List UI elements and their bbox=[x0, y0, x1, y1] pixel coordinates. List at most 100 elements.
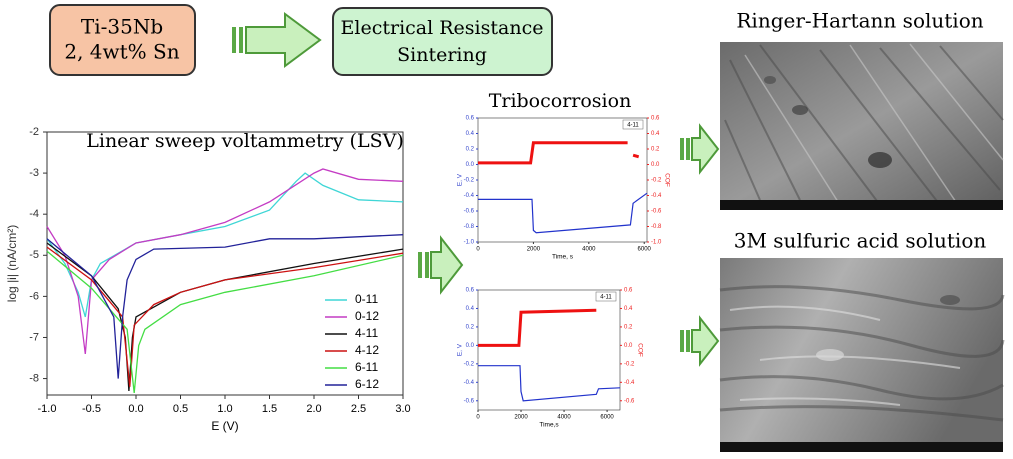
x-tick-label: 2.0 bbox=[306, 403, 321, 415]
legend-label: 4-11 bbox=[355, 326, 378, 340]
y-axis-label: E, V bbox=[457, 343, 464, 356]
y-tick-label: -4 bbox=[29, 208, 39, 220]
x-tick-label: 0.0 bbox=[128, 403, 143, 415]
x-tick-label: 2000 bbox=[514, 415, 528, 421]
y-tick-label: -0.6 bbox=[464, 209, 475, 215]
y2-tick-label: -0.6 bbox=[651, 209, 662, 215]
series-line bbox=[478, 308, 597, 347]
y2-tick-label: -0.6 bbox=[624, 398, 635, 404]
series-line bbox=[46, 234, 404, 379]
x-tick-label: 2000 bbox=[527, 247, 541, 253]
y-tick-label: -0.6 bbox=[464, 398, 475, 404]
y-tick-label: -1.0 bbox=[464, 240, 475, 246]
x-tick-label: 1.5 bbox=[262, 403, 277, 415]
y2-axis-label: COF bbox=[636, 343, 643, 357]
box-text: Sintering bbox=[397, 44, 487, 66]
y2-tick-label: 0.6 bbox=[651, 116, 660, 122]
section-title: Tribocorrosion bbox=[489, 90, 632, 112]
series-line bbox=[478, 141, 640, 165]
y-tick-label: 0.0 bbox=[466, 343, 475, 349]
legend-label: 6-11 bbox=[355, 360, 378, 374]
annotation: 4-11 bbox=[600, 295, 612, 301]
arrow bbox=[680, 123, 720, 175]
x-tick-label: 1.0 bbox=[217, 403, 232, 415]
image-caption: 3M sulfuric acid solution bbox=[734, 229, 987, 253]
y2-tick-label: -0.2 bbox=[624, 361, 635, 367]
series-line bbox=[46, 168, 404, 354]
x-tick-label: 0 bbox=[476, 415, 480, 421]
x-tick-label: 3.0 bbox=[395, 403, 410, 415]
legend-label: 0-12 bbox=[355, 309, 379, 323]
y-tick-label: -0.8 bbox=[464, 224, 475, 230]
y-tick-label: 0.6 bbox=[466, 288, 475, 294]
x-tick-label: 6000 bbox=[638, 247, 652, 253]
y-tick-label: 0.0 bbox=[466, 162, 475, 168]
y-tick-label: 0.4 bbox=[466, 131, 475, 137]
y-tick-label: 0.2 bbox=[466, 325, 475, 331]
sem-image bbox=[720, 42, 1004, 210]
y-tick-label: -0.2 bbox=[464, 178, 475, 184]
y2-tick-label: 0.4 bbox=[624, 306, 633, 312]
series-line bbox=[46, 250, 404, 393]
arrow bbox=[680, 315, 720, 367]
y-tick-label: -0.2 bbox=[464, 361, 475, 367]
plot-frame bbox=[477, 117, 648, 243]
y2-tick-label: 0.6 bbox=[624, 288, 633, 294]
x-axis-label: Time, s bbox=[552, 254, 574, 261]
x-tick-label: 2.5 bbox=[351, 403, 366, 415]
series-line bbox=[46, 172, 404, 318]
box-text: 2, 4wt% Sn bbox=[64, 40, 179, 64]
y2-tick-label: -1.0 bbox=[651, 240, 662, 246]
y2-tick-label: -0.8 bbox=[651, 224, 662, 230]
y-tick-label: 0.6 bbox=[466, 116, 475, 122]
x-tick-label: 4000 bbox=[582, 247, 596, 253]
y2-tick-label: -0.4 bbox=[624, 380, 635, 386]
x-tick-label: 0 bbox=[476, 247, 480, 253]
series-line bbox=[478, 192, 648, 234]
alloy-box bbox=[49, 4, 196, 76]
x-axis-label: E (V) bbox=[211, 419, 238, 433]
sem-image bbox=[719, 258, 1005, 452]
legend-label: 4-12 bbox=[355, 343, 379, 357]
y-tick-label: -5 bbox=[29, 249, 39, 261]
y-tick-label: -2 bbox=[29, 126, 39, 138]
arrow bbox=[418, 235, 464, 295]
x-tick-label: -0.5 bbox=[82, 403, 101, 415]
box-text: Ti-35Nb bbox=[81, 15, 163, 39]
x-tick-label: 6000 bbox=[600, 415, 614, 421]
y2-tick-label: 0.0 bbox=[624, 343, 633, 349]
y-axis-label: E, V bbox=[457, 173, 464, 186]
x-tick-label: 0.5 bbox=[173, 403, 188, 415]
y2-axis-label: COF bbox=[663, 173, 670, 187]
annotation-box bbox=[595, 291, 617, 302]
y2-tick-label: 0.2 bbox=[651, 147, 660, 153]
y2-tick-label: 0.2 bbox=[624, 325, 633, 331]
series-line bbox=[478, 365, 621, 402]
box-text: Electrical Resistance bbox=[341, 17, 544, 39]
y-tick-label: 0.4 bbox=[466, 306, 475, 312]
chart-title: Linear sweep voltammetry (LSV) bbox=[86, 130, 404, 152]
y-tick-label: -6 bbox=[29, 290, 39, 302]
y-tick-label: 0.2 bbox=[466, 147, 475, 153]
y-axis-label: log |i| (nA/cm²) bbox=[5, 225, 19, 303]
y2-tick-label: 0.4 bbox=[651, 131, 660, 137]
plot-frame bbox=[477, 289, 621, 411]
y2-tick-label: -0.2 bbox=[651, 178, 662, 184]
x-tick-label: -1.0 bbox=[38, 403, 57, 415]
x-tick-label: 4000 bbox=[557, 415, 571, 421]
y-tick-label: -3 bbox=[29, 167, 39, 179]
arrow bbox=[232, 12, 322, 68]
series-line bbox=[46, 246, 404, 387]
legend-label: 6-12 bbox=[355, 377, 379, 391]
y-tick-label: -0.4 bbox=[464, 380, 475, 386]
y-tick-label: -7 bbox=[29, 331, 39, 343]
process-box bbox=[332, 7, 553, 76]
y-tick-label: -0.4 bbox=[464, 193, 475, 199]
y2-tick-label: 0.0 bbox=[651, 162, 660, 168]
legend-label: 0-11 bbox=[355, 292, 378, 306]
image-caption: Ringer-Hartann solution bbox=[736, 9, 983, 33]
annotation-box bbox=[622, 119, 644, 130]
series-line bbox=[46, 242, 404, 391]
